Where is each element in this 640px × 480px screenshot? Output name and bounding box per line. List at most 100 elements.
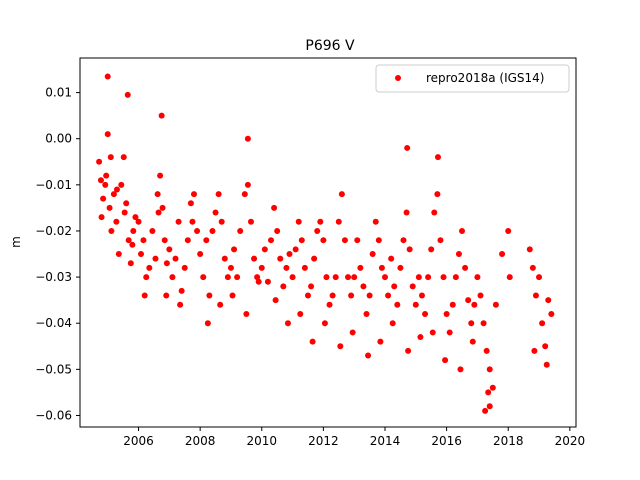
data-point: [487, 403, 493, 409]
data-point: [271, 205, 277, 211]
data-point: [136, 219, 142, 225]
data-point: [505, 228, 511, 234]
data-point: [442, 357, 448, 363]
data-point: [539, 320, 545, 326]
data-point: [416, 274, 422, 280]
data-point: [478, 293, 484, 299]
data-point: [157, 173, 163, 179]
data-point: [314, 228, 320, 234]
data-point: [350, 329, 356, 335]
data-point: [222, 256, 228, 262]
data-point: [437, 237, 443, 243]
data-point: [373, 219, 379, 225]
data-point: [285, 320, 291, 326]
data-point: [152, 256, 158, 262]
data-point: [176, 219, 182, 225]
data-point: [405, 348, 411, 354]
data-point: [422, 311, 428, 317]
data-point: [430, 329, 436, 335]
data-point: [219, 219, 225, 225]
data-point: [280, 283, 286, 289]
data-point: [450, 302, 456, 308]
data-point: [548, 311, 554, 317]
data-point: [382, 274, 388, 280]
data-point: [251, 256, 257, 262]
data-point: [130, 228, 136, 234]
data-point: [108, 154, 114, 160]
data-point: [116, 251, 122, 257]
data-point: [507, 274, 513, 280]
data-point: [299, 237, 305, 243]
x-tick-label: 2014: [370, 434, 401, 448]
data-point: [302, 265, 308, 271]
data-point: [179, 288, 185, 294]
data-point: [191, 191, 197, 197]
chart-title: P696 V: [305, 38, 355, 54]
data-point: [457, 366, 463, 372]
data-point: [317, 219, 323, 225]
data-point: [536, 274, 542, 280]
legend-label: repro2018a (IGS14): [426, 71, 544, 85]
data-point: [428, 246, 434, 252]
data-point: [122, 210, 128, 216]
data-point: [530, 265, 536, 271]
data-point: [256, 279, 262, 285]
y-tick-label: −0.04: [35, 316, 72, 330]
data-point: [499, 251, 505, 257]
data-point: [113, 219, 119, 225]
data-point: [354, 237, 360, 243]
data-point: [125, 92, 131, 98]
data-point: [404, 210, 410, 216]
data-point: [277, 256, 283, 262]
data-point: [188, 200, 194, 206]
data-point: [327, 302, 333, 308]
data-point: [417, 334, 423, 340]
data-point: [434, 191, 440, 197]
data-point: [397, 265, 403, 271]
data-point: [342, 237, 348, 243]
data-point: [155, 191, 161, 197]
data-point: [274, 228, 280, 234]
data-point: [394, 302, 400, 308]
data-point: [367, 293, 373, 299]
data-point: [143, 274, 149, 280]
data-point: [391, 283, 397, 289]
data-point: [379, 265, 385, 271]
data-point: [357, 265, 363, 271]
data-point: [230, 293, 236, 299]
data-point: [177, 302, 183, 308]
data-point: [194, 228, 200, 234]
data-point: [400, 237, 406, 243]
data-point: [265, 279, 271, 285]
data-point: [493, 302, 499, 308]
data-point: [103, 173, 109, 179]
data-point: [339, 191, 345, 197]
data-point: [237, 228, 243, 234]
data-point: [243, 311, 249, 317]
y-tick-label: −0.02: [35, 224, 72, 238]
data-point: [163, 293, 169, 299]
data-point: [268, 237, 274, 243]
data-point: [453, 274, 459, 280]
data-point: [364, 311, 370, 317]
data-point: [100, 196, 106, 202]
data-point: [259, 265, 265, 271]
data-point: [234, 274, 240, 280]
data-point: [441, 274, 447, 280]
data-point: [376, 237, 382, 243]
data-point: [262, 246, 268, 252]
data-point: [322, 320, 328, 326]
data-point: [444, 311, 450, 317]
legend: repro2018a (IGS14): [376, 65, 569, 92]
y-tick-label: −0.05: [35, 362, 72, 376]
data-point: [205, 320, 211, 326]
data-point: [465, 297, 471, 303]
data-point: [323, 274, 329, 280]
data-point: [447, 329, 453, 335]
data-point: [305, 293, 311, 299]
data-point: [156, 210, 162, 216]
data-point: [206, 293, 212, 299]
data-point: [138, 251, 144, 257]
data-point: [149, 228, 155, 234]
